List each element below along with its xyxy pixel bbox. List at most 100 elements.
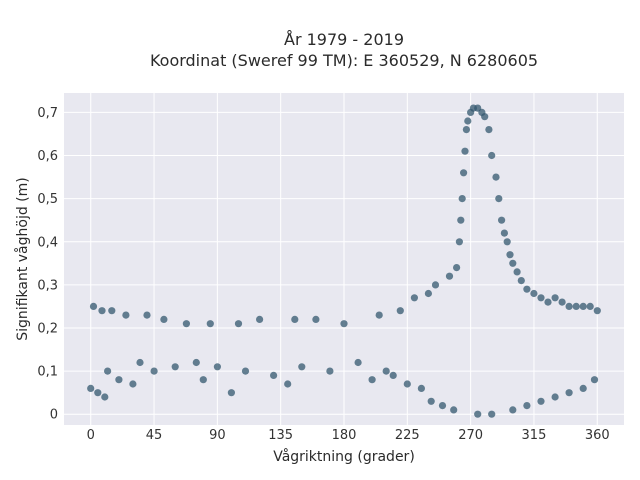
data-point <box>424 289 432 298</box>
data-point <box>537 397 545 405</box>
data-point <box>375 311 383 319</box>
data-point <box>150 367 158 375</box>
data-point <box>256 315 264 323</box>
data-point <box>492 173 500 181</box>
data-point <box>503 238 511 246</box>
data-point <box>458 195 466 203</box>
data-point <box>270 371 278 379</box>
data-point <box>523 402 531 410</box>
data-point <box>227 389 235 397</box>
data-point <box>143 311 151 319</box>
x-tick-label: 225 <box>395 428 420 443</box>
data-point <box>368 376 376 384</box>
data-point <box>94 389 102 397</box>
data-point <box>453 264 461 272</box>
data-point <box>438 402 447 410</box>
data-point <box>284 380 292 388</box>
x-tick-label: 360 <box>585 428 610 443</box>
data-point <box>312 315 320 323</box>
data-point <box>340 320 348 328</box>
data-point <box>500 229 508 237</box>
data-point <box>506 251 514 259</box>
data-point <box>551 393 559 401</box>
y-tick-label: 0,4 <box>37 235 58 250</box>
data-point <box>488 410 496 418</box>
x-tick-label: 180 <box>332 428 357 443</box>
data-point <box>213 363 221 371</box>
data-point <box>495 195 503 203</box>
y-tick-label: 0,2 <box>37 321 58 336</box>
x-tick-label: 45 <box>146 428 163 443</box>
y-tick-label: 0,5 <box>37 192 58 207</box>
data-point <box>565 389 573 397</box>
data-point <box>590 376 599 384</box>
x-tick-label: 135 <box>268 428 293 443</box>
data-point <box>403 380 411 388</box>
data-point <box>234 320 243 328</box>
data-point <box>396 307 404 315</box>
data-point <box>509 259 517 267</box>
data-point <box>101 393 109 401</box>
data-point <box>326 367 334 375</box>
data-point <box>488 151 496 160</box>
chart-title-line1: År 1979 - 2019 <box>284 30 404 49</box>
data-point <box>457 216 465 224</box>
data-point <box>558 298 566 306</box>
data-point <box>481 113 489 121</box>
y-tick-label: 0,7 <box>37 106 58 121</box>
data-point <box>586 302 594 310</box>
data-points <box>87 104 601 418</box>
data-point <box>410 294 418 302</box>
data-point <box>551 294 559 302</box>
data-point <box>572 302 580 310</box>
data-point <box>517 277 525 285</box>
data-point <box>579 384 587 392</box>
grid-lines <box>64 93 624 425</box>
y-axis-ticks: 0 0,1 0,2 0,3 0,4 0,5 0,6 0,7 <box>37 106 58 423</box>
x-axis-ticks: 0 45 90 135 180 225 270 315 360 <box>87 428 610 443</box>
data-point <box>136 358 144 367</box>
data-point <box>461 147 469 155</box>
x-tick-label: 0 <box>87 428 95 443</box>
data-point <box>445 272 454 280</box>
data-point <box>199 376 207 384</box>
data-point <box>593 307 601 315</box>
data-point <box>565 302 573 310</box>
data-point <box>485 126 493 134</box>
data-point <box>530 289 538 298</box>
data-point <box>206 320 214 328</box>
data-point <box>182 320 190 328</box>
data-point <box>291 315 299 323</box>
data-point <box>87 384 95 392</box>
x-tick-label: 90 <box>209 428 226 443</box>
data-point <box>241 367 250 375</box>
y-tick-label: 0,3 <box>37 278 58 293</box>
data-point <box>192 358 200 367</box>
data-point <box>122 311 130 319</box>
x-tick-label: 270 <box>458 428 483 443</box>
data-point <box>544 298 552 306</box>
data-point <box>460 169 468 177</box>
data-point <box>115 376 123 384</box>
data-point <box>104 367 112 375</box>
data-point <box>509 406 517 414</box>
y-tick-label: 0,6 <box>37 149 58 164</box>
y-axis-title: Signifikant våghöjd (m) <box>14 177 31 340</box>
data-point <box>455 238 463 246</box>
data-point <box>298 363 306 371</box>
y-tick-label: 0,1 <box>37 365 58 380</box>
data-point <box>579 302 587 310</box>
data-point <box>462 126 470 134</box>
data-point <box>450 406 458 414</box>
data-point <box>160 315 168 323</box>
x-axis-title: Vågriktning (grader) <box>273 448 415 465</box>
y-tick-label: 0 <box>50 408 58 423</box>
data-point <box>89 302 98 310</box>
data-point <box>171 363 179 371</box>
data-point <box>498 216 506 224</box>
chart-title-line2: Koordinat (Sweref 99 TM): E 360529, N 62… <box>150 51 538 70</box>
data-point <box>513 268 521 276</box>
x-tick-label: 315 <box>522 428 547 443</box>
data-point <box>129 380 137 388</box>
